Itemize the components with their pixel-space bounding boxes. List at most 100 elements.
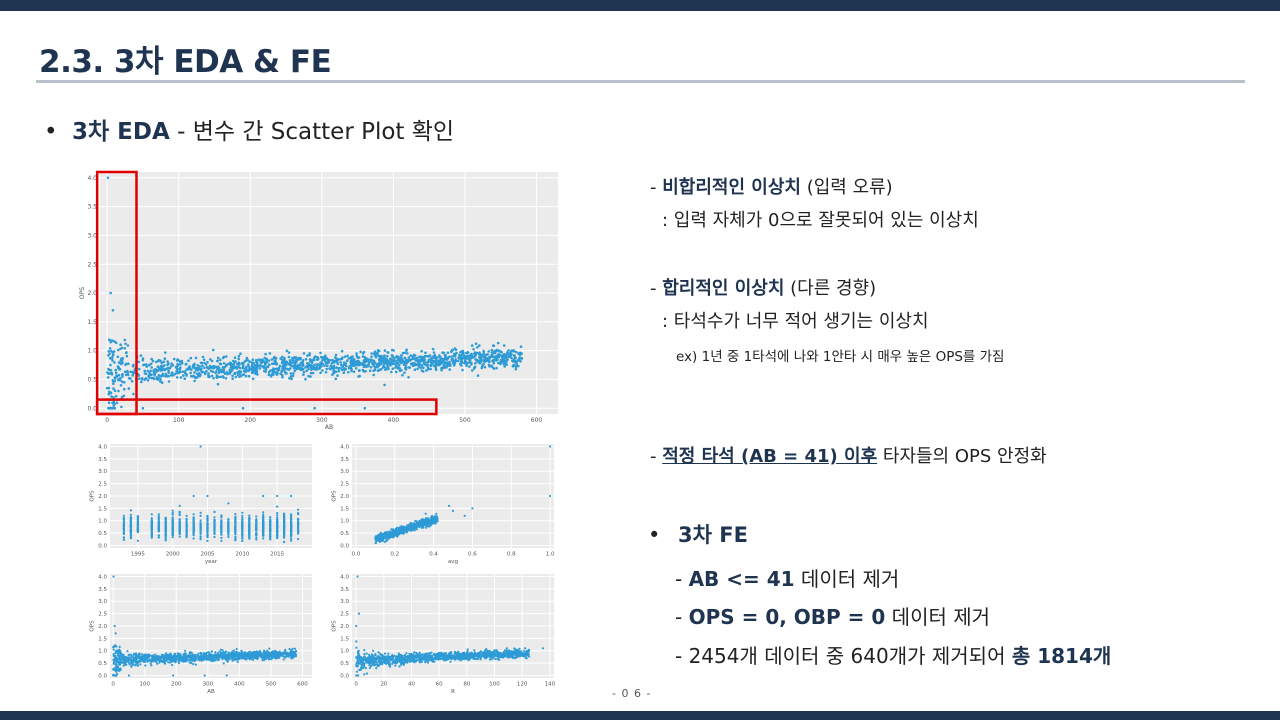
data-point: [398, 526, 401, 529]
data-point: [457, 356, 461, 359]
data-point: [519, 345, 523, 348]
bullet-icon: •: [44, 119, 58, 145]
y-tick-label: 1.0: [98, 649, 107, 655]
data-point: [370, 352, 374, 355]
data-point: [403, 529, 406, 533]
data-point: [453, 347, 457, 350]
y-tick-label: 2.5: [98, 612, 107, 618]
data-point: [167, 371, 170, 374]
data-point: [418, 526, 421, 529]
data-point: [178, 370, 182, 374]
data-point: [213, 366, 216, 370]
data-point: [129, 528, 132, 531]
data-point: [452, 361, 455, 365]
data-point: [218, 369, 221, 372]
data-point: [274, 359, 277, 362]
data-point: [424, 520, 427, 524]
data-point: [151, 656, 154, 659]
data-point: [167, 661, 170, 664]
data-point: [383, 383, 386, 387]
data-point: [392, 349, 395, 352]
data-point: [172, 655, 175, 658]
data-point: [278, 364, 282, 368]
data-point: [305, 365, 308, 369]
data-point: [248, 360, 251, 363]
data-point: [261, 653, 264, 656]
data-point: [434, 368, 438, 371]
data-point: [505, 351, 509, 354]
data-point: [178, 360, 182, 363]
data-point: [210, 650, 213, 653]
y-tick-label: 0.5: [340, 531, 349, 537]
data-point: [110, 395, 113, 398]
data-point: [352, 370, 356, 374]
data-point: [399, 531, 402, 534]
data-point: [125, 658, 128, 661]
data-point: [167, 362, 170, 365]
data-point: [385, 358, 388, 362]
data-point: [257, 358, 261, 361]
data-point: [420, 349, 424, 353]
data-point: [275, 373, 279, 376]
data-point: [242, 373, 246, 376]
point-group: [112, 575, 298, 677]
data-point: [451, 509, 455, 512]
data-point: [232, 366, 235, 369]
data-point: [200, 657, 203, 660]
data-point: [480, 358, 483, 361]
data-point: [476, 374, 480, 377]
data-point: [140, 653, 143, 656]
data-point: [450, 349, 454, 352]
data-point: [123, 338, 127, 342]
x-tick-label: 0.8: [507, 552, 516, 558]
data-point: [184, 652, 187, 655]
data-point: [277, 656, 280, 659]
data-point: [334, 356, 337, 359]
data-point: [321, 362, 325, 366]
data-point: [130, 661, 133, 664]
data-point: [283, 522, 286, 525]
data-point: [383, 349, 387, 352]
data-point: [232, 657, 235, 661]
data-point: [334, 353, 338, 357]
data-point: [270, 358, 274, 361]
data-point: [308, 352, 311, 355]
data-point: [279, 372, 282, 375]
data-point: [287, 351, 291, 354]
data-point: [167, 380, 171, 383]
data-point: [403, 356, 407, 360]
data-point: [342, 363, 346, 367]
data-point: [206, 529, 209, 532]
data-point: [471, 507, 474, 510]
data-point: [503, 360, 507, 363]
y-tick-label: 2.0: [98, 494, 107, 500]
data-point: [335, 366, 339, 369]
data-point: [255, 534, 258, 537]
data-point: [220, 539, 223, 542]
x-tick-label: 0.0: [352, 552, 361, 558]
data-point: [154, 653, 157, 656]
data-point: [309, 375, 312, 378]
data-point: [386, 351, 390, 354]
data-point: [306, 362, 309, 365]
data-point: [501, 357, 505, 360]
data-point: [384, 368, 387, 371]
data-point: [504, 356, 508, 360]
data-point: [190, 662, 193, 665]
data-point: [461, 351, 464, 355]
data-point: [295, 357, 298, 361]
data-point: [401, 351, 405, 355]
data-point: [275, 367, 279, 371]
data-point: [220, 516, 223, 519]
data-point: [187, 359, 190, 362]
data-point: [194, 356, 198, 360]
data-point: [217, 371, 221, 375]
data-point: [247, 656, 250, 659]
data-point: [122, 538, 125, 541]
data-point: [164, 351, 167, 354]
data-point: [518, 359, 521, 362]
data-point: [248, 652, 251, 656]
data-point: [440, 368, 443, 372]
data-point: [337, 367, 341, 370]
data-point: [431, 347, 435, 351]
